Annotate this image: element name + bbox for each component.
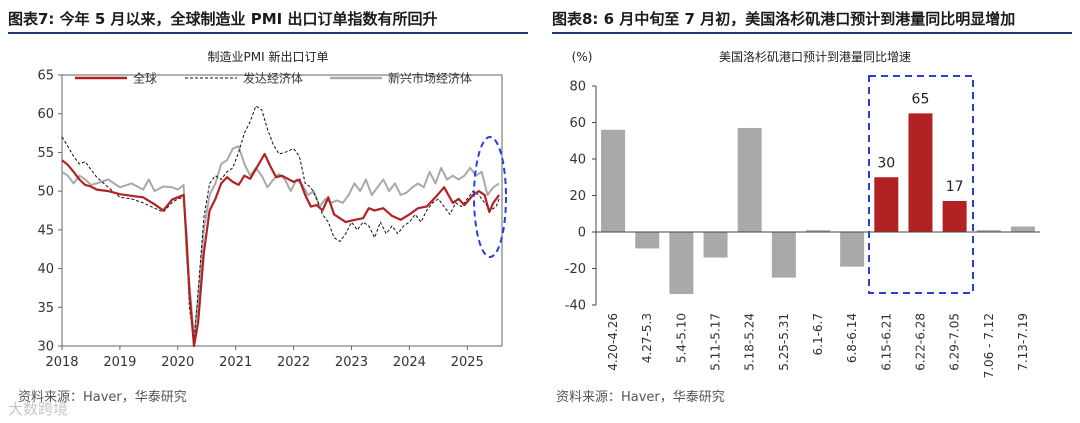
line-chart-ytick-label: 50	[37, 185, 54, 200]
bar-chart-xtick-label: 4.27-5.3	[640, 313, 654, 363]
bar-4.20-4.26	[601, 129, 626, 232]
bar-chart-x-axis: 4.20-4.26 4.27-5.3 5.4-5.10 5.11-5.17 5.18-5…	[606, 313, 1030, 378]
bar-chart-xtick-label: 7.13-7.19	[1016, 313, 1030, 371]
bar-chart-xtick-label: 6.22-6.28	[913, 313, 927, 371]
bar-chart-ylabel: (%)	[572, 50, 593, 64]
right-panel-title: 图表8: 6 月中旬至 7 月初，美国洛杉矶港口预计到港量同比明显增加	[552, 10, 1016, 28]
series-line-2	[61, 145, 500, 340]
bar-6.29-7.05	[942, 200, 967, 232]
bar-data-label: 30	[877, 155, 895, 171]
bar-4.27-5.3	[635, 232, 660, 249]
left-panel-title: 图表7: 今年 5 月以来，全球制造业 PMI 出口订单指数有所回升	[8, 10, 438, 28]
bar-chart-xtick-label: 5.11-5.17	[709, 313, 723, 371]
bar-5.4-5.10	[669, 232, 694, 295]
bar-chart-ytick-label: -40	[565, 299, 586, 314]
watermark: 大数跨境	[8, 400, 69, 418]
bar-chart-xtick-label: 6.29-7.05	[948, 313, 962, 371]
left-source-note: 资料来源：Haver，华泰研究	[18, 390, 187, 405]
line-chart-title: 制造业PMI 新出口订单	[208, 49, 329, 64]
line-chart-x-axis: 2018 2019 2020 2021 2022 2023 2024 2025	[45, 346, 484, 370]
right-source-note: 资料来源：Haver，华泰研究	[556, 390, 725, 405]
bar-5.11-5.17	[703, 232, 728, 258]
bar-5.25-5.31	[771, 232, 796, 278]
line-chart-ytick-label: 40	[37, 262, 54, 277]
bar-chart-ytick-label: 20	[569, 189, 586, 204]
bar-6.8-6.14	[840, 232, 865, 267]
series-line-0	[61, 152, 500, 348]
highlight-ellipse	[473, 136, 507, 258]
line-chart-xtick-label: 2018	[45, 355, 78, 370]
line-chart-ytick-label: 30	[37, 340, 54, 355]
line-chart-xtick-label: 2021	[219, 355, 252, 370]
bar-data-label: 17	[946, 179, 964, 195]
bar-chart-ytick-label: 40	[569, 153, 586, 168]
line-chart-xtick-label: 2023	[335, 355, 368, 370]
left-title-rule	[8, 32, 528, 34]
legend-label-2: 新兴市场经济体	[388, 71, 472, 86]
line-chart-xtick-label: 2025	[451, 355, 484, 370]
bar-chart: 美国洛杉矶港口预计到港量同比增速 (%) -40 -20 0 20 40 60 80 30 6…	[565, 49, 1040, 378]
bar-chart-xtick-label: 7.06 - 7.12	[982, 313, 996, 378]
bar-5.18-5.24	[737, 127, 762, 232]
highlight-box	[868, 75, 974, 294]
line-chart-legend: 全球 发达经济体 新兴市场经济体	[75, 71, 472, 86]
bar-6.1-6.7	[806, 230, 830, 232]
bar-chart-xtick-label: 5.18-5.24	[743, 313, 757, 371]
bar-7.13-7.19	[1010, 226, 1035, 232]
bar-chart-xtick-label: 6.1-6.7	[811, 313, 825, 356]
bar-6.22-6.28	[908, 113, 933, 232]
line-chart-ytick-label: 35	[37, 301, 54, 316]
line-chart-ytick-label: 60	[37, 107, 54, 122]
line-chart-xtick-label: 2020	[161, 355, 194, 370]
bar-chart-xtick-label: 6.8-6.14	[845, 313, 859, 363]
bar-chart-xtick-label: 5.25-5.31	[777, 313, 791, 371]
bar-chart-ytick-label: 80	[569, 80, 586, 95]
bar-6.15-6.21	[874, 177, 899, 232]
bar-chart-xtick-label: 5.4-5.10	[674, 313, 688, 363]
line-chart-ytick-label: 45	[37, 223, 54, 238]
line-chart-xtick-label: 2019	[103, 355, 136, 370]
line-chart-xtick-label: 2022	[277, 355, 310, 370]
bar-chart-ytick-label: 60	[569, 116, 586, 131]
legend-label-1: 发达经济体	[243, 71, 303, 86]
bar-chart-xtick-label: 4.20-4.26	[606, 313, 620, 371]
line-chart-xtick-label: 2024	[393, 355, 426, 370]
line-chart-ytick-label: 65	[37, 69, 54, 84]
bar-chart-bars: 30 65 17	[601, 91, 1035, 295]
bar-chart-title: 美国洛杉矶港口预计到港量同比增速	[719, 49, 911, 64]
bar-chart-y-axis: -40 -20 0 20 40 60 80	[565, 80, 596, 314]
bar-data-label: 65	[912, 91, 930, 107]
line-chart-series	[61, 105, 500, 348]
right-title-rule	[552, 32, 1072, 34]
bar-chart-ytick-label: -20	[565, 262, 586, 277]
legend-label-0: 全球	[133, 71, 157, 86]
bar-7.06 - 7.12	[976, 230, 1001, 232]
bar-chart-ytick-label: 0	[578, 226, 586, 241]
line-chart-plot-frame	[61, 74, 503, 347]
line-chart-ytick-label: 55	[37, 146, 54, 161]
series-line-1	[61, 105, 500, 343]
line-chart-y-axis: 30 35 40 45 50 55 60 65	[37, 69, 62, 355]
bar-chart-xtick-label: 6.15-6.21	[879, 313, 893, 371]
